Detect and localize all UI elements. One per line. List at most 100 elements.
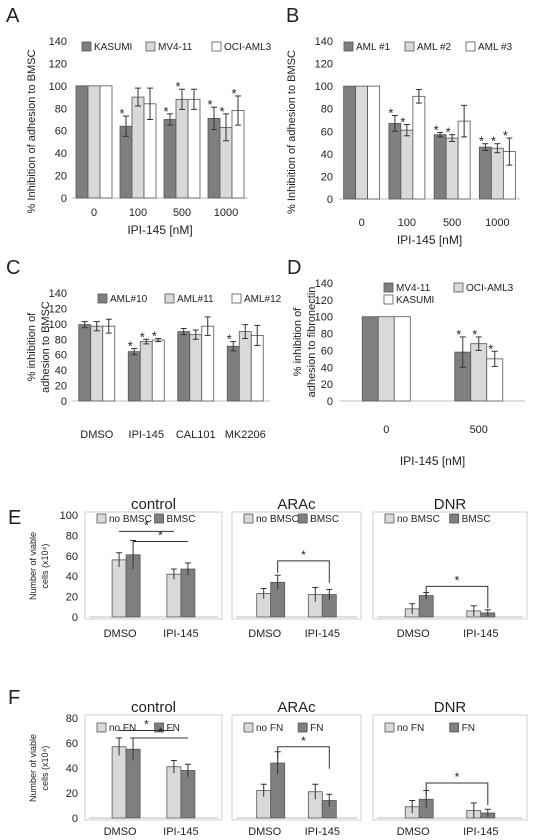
legend-label: KASUMI xyxy=(396,295,434,306)
legend-label: MV4-11 xyxy=(158,42,193,53)
y-tick-label: 100 xyxy=(49,319,67,331)
bar xyxy=(166,573,182,618)
y-tick-label: 40 xyxy=(55,148,67,160)
chart-panel-f: F Number of viable cells (x10⁴) 0 20 40 60 80 co… xyxy=(8,687,528,838)
bar xyxy=(180,770,196,819)
legend-label: AML#11 xyxy=(177,294,214,305)
y-tick-label: 100 xyxy=(315,312,333,324)
significance-star: * xyxy=(175,79,180,94)
y-tick-label: 80 xyxy=(321,104,333,116)
bar xyxy=(180,568,196,618)
legend-swatch xyxy=(154,722,164,733)
y-axis-label: Number of viable xyxy=(28,532,38,600)
bar xyxy=(78,324,92,402)
legend-label: FN xyxy=(462,723,475,734)
legend-swatch xyxy=(145,41,156,52)
y-tick-label: 80 xyxy=(321,329,333,341)
subplot-frame xyxy=(84,511,223,620)
significance-star: * xyxy=(456,327,461,342)
subplot-title: DNR xyxy=(434,496,467,513)
x-tick-label: CAL101 xyxy=(176,429,216,441)
bar xyxy=(75,85,89,199)
y-tick-label: 0 xyxy=(61,396,67,408)
chart-panel-e: E Number of viable cells (x10⁴) 0 20 40 60 80 10… xyxy=(8,496,528,640)
y-tick-label: 140 xyxy=(49,36,67,48)
subplot-frame xyxy=(231,714,362,821)
bar xyxy=(445,137,459,200)
y-axis-label: % inhibition of xyxy=(26,312,38,381)
y-tick-label: 80 xyxy=(66,530,78,542)
subplot-frame xyxy=(84,714,223,821)
x-tick-label: IPI-145 xyxy=(463,628,498,640)
bar xyxy=(238,331,252,402)
x-tick-label: 1000 xyxy=(485,217,509,229)
legend-label: no FN xyxy=(109,723,136,734)
y-axis-label: % Inhibition of adhesion to BMSC xyxy=(286,50,298,214)
significance-bracket xyxy=(277,746,330,769)
y-tick-label: 20 xyxy=(66,788,78,800)
legend-label: no BMSC xyxy=(256,514,299,525)
significance-star: * xyxy=(152,329,157,344)
bar xyxy=(187,98,201,199)
x-tick-label: 100 xyxy=(129,207,147,219)
legend-label: BMSC xyxy=(310,514,339,525)
y-tick-label: 0 xyxy=(72,813,78,825)
subplot-dnr: DNR DMSO IPI-145 no BMSC BMSC * xyxy=(372,496,528,640)
legend-swatch xyxy=(343,41,354,52)
chart-panel-a: A 0 20 40 60 80 100 120 140 % Inhibition of adhes… xyxy=(6,5,272,237)
y-tick-label: 20 xyxy=(55,171,67,183)
y-tick-label: 20 xyxy=(321,379,333,391)
y-tick-label: 120 xyxy=(49,58,67,70)
y-tick-label: 60 xyxy=(55,350,67,362)
legend-swatch xyxy=(297,513,308,524)
y-tick-label: 60 xyxy=(321,126,333,138)
bar xyxy=(343,85,357,200)
legend-swatch xyxy=(384,722,395,733)
x-tick-label: IPI-145 xyxy=(129,429,164,441)
legend-label: OCI-AML3 xyxy=(466,283,514,294)
legend-label: KASUMI xyxy=(94,42,132,53)
x-axis-label: IPI-145 [nM] xyxy=(400,454,465,468)
x-tick-label: IPI-145 xyxy=(163,628,198,640)
panel-letter: D xyxy=(287,257,301,279)
significance-star: * xyxy=(219,104,224,119)
legend-label: AML #2 xyxy=(417,42,452,53)
x-axis-label: IPI-145 [nM] xyxy=(397,233,462,247)
x-tick-label: DMSO xyxy=(104,628,137,640)
legend-label: FN xyxy=(167,723,180,734)
legend-label: FN xyxy=(310,723,323,734)
chart-panel-d: D 0 20 40 60 80 100 120 140 % inhibition of adhesi… xyxy=(287,257,525,468)
significance-star: * xyxy=(158,725,163,739)
bar xyxy=(87,85,101,199)
legend-swatch xyxy=(384,513,395,524)
bar xyxy=(367,85,381,200)
legend-label: no BMSC xyxy=(109,514,152,525)
x-axis-label: IPI-145 [nM] xyxy=(127,223,192,237)
bar xyxy=(111,559,127,618)
x-tick-label: 0 xyxy=(383,424,389,436)
y-tick-label: 0 xyxy=(72,612,78,624)
significance-star: * xyxy=(446,125,451,140)
bar xyxy=(361,316,379,402)
legend-swatch xyxy=(465,41,476,52)
y-tick-label: 20 xyxy=(321,171,333,183)
panel-letter: F xyxy=(8,687,20,709)
bar xyxy=(99,85,113,199)
y-tick-label: 60 xyxy=(66,551,78,563)
significance-star: * xyxy=(207,97,212,112)
bar xyxy=(102,325,116,402)
chart-panel-b: B 0 20 40 60 80 100 120 140 % Inhibition of adhes… xyxy=(286,5,520,247)
significance-star: * xyxy=(163,104,168,119)
legend-label: MV4-11 xyxy=(396,283,431,294)
y-axis-label: cells (x10⁴) xyxy=(40,544,50,589)
x-tick-label: IPI-145 xyxy=(163,826,198,838)
significance-star: * xyxy=(119,106,124,121)
bar xyxy=(418,595,434,618)
x-tick-label: IPI-145 xyxy=(305,826,340,838)
legend-swatch xyxy=(243,513,254,524)
significance-star: * xyxy=(455,573,460,587)
legend-swatch xyxy=(96,513,107,524)
bar xyxy=(207,117,221,199)
significance-star: * xyxy=(301,548,306,562)
